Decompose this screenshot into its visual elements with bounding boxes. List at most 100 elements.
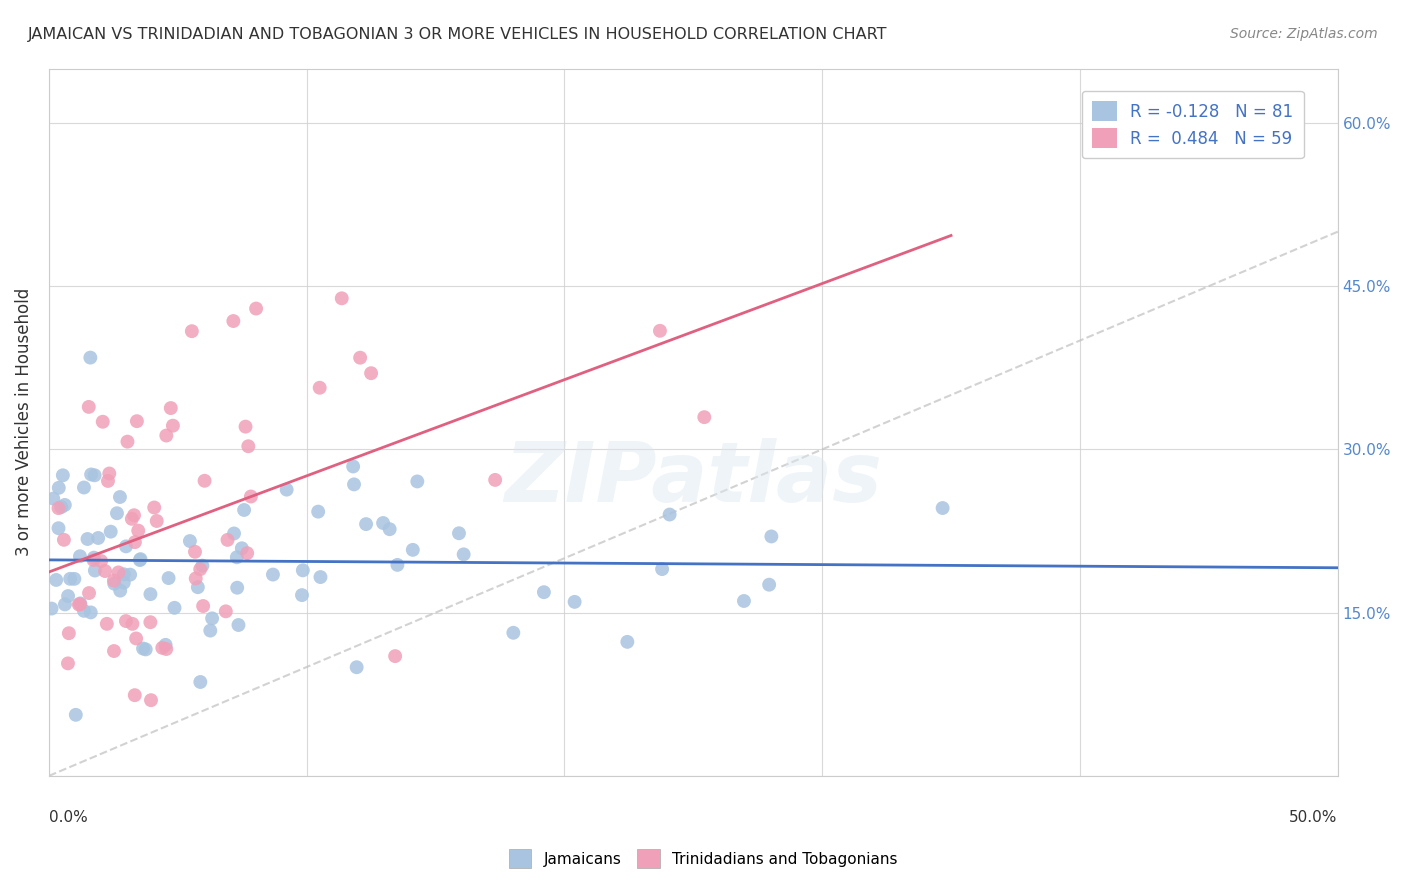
Point xyxy=(80,467,103,482)
Point xyxy=(135,642,157,657)
Point xyxy=(330,291,353,305)
Point xyxy=(693,410,716,425)
Point xyxy=(65,707,87,722)
Point xyxy=(96,616,118,631)
Point xyxy=(69,596,91,610)
Point xyxy=(98,467,121,481)
Point xyxy=(194,474,217,488)
Point xyxy=(129,552,152,566)
Point xyxy=(56,589,79,603)
Point xyxy=(222,526,245,541)
Point xyxy=(226,581,249,595)
Point xyxy=(235,419,257,434)
Point xyxy=(83,468,105,483)
Point xyxy=(262,567,284,582)
Point xyxy=(378,522,401,536)
Point xyxy=(94,564,117,578)
Point xyxy=(215,604,238,618)
Point xyxy=(77,586,100,600)
Point xyxy=(73,481,96,495)
Point xyxy=(180,324,202,338)
Point xyxy=(162,418,184,433)
Point xyxy=(115,614,138,628)
Point xyxy=(184,571,207,585)
Point xyxy=(143,500,166,515)
Text: 50.0%: 50.0% xyxy=(1289,810,1337,825)
Legend: Jamaicans, Trinidadians and Tobagonians: Jamaicans, Trinidadians and Tobagonians xyxy=(501,841,905,875)
Point xyxy=(87,531,110,545)
Point xyxy=(52,468,75,483)
Point xyxy=(97,474,120,488)
Point xyxy=(48,481,70,495)
Point xyxy=(191,599,214,613)
Point xyxy=(931,501,953,516)
Point xyxy=(758,577,780,591)
Point xyxy=(90,554,112,568)
Point xyxy=(41,601,63,615)
Point xyxy=(139,615,162,630)
Point xyxy=(124,535,146,549)
Point xyxy=(179,534,201,549)
Point xyxy=(67,598,90,612)
Point xyxy=(245,301,267,316)
Point xyxy=(201,611,224,625)
Point xyxy=(155,642,177,657)
Point xyxy=(80,606,103,620)
Point xyxy=(236,546,259,560)
Point xyxy=(225,550,247,565)
Point xyxy=(53,598,76,612)
Point xyxy=(58,626,80,640)
Point xyxy=(163,600,186,615)
Point xyxy=(184,545,207,559)
Text: Source: ZipAtlas.com: Source: ZipAtlas.com xyxy=(1230,27,1378,41)
Point xyxy=(616,635,638,649)
Point xyxy=(233,503,256,517)
Point xyxy=(484,473,506,487)
Point xyxy=(191,558,214,573)
Point xyxy=(188,675,211,690)
Point xyxy=(139,693,162,707)
Point xyxy=(107,566,129,580)
Point xyxy=(231,541,253,556)
Point xyxy=(276,483,298,497)
Point xyxy=(83,564,105,578)
Point xyxy=(447,526,470,541)
Point xyxy=(291,588,314,602)
Point xyxy=(125,414,148,428)
Point xyxy=(155,428,177,442)
Point xyxy=(733,594,755,608)
Text: ZIPatlas: ZIPatlas xyxy=(505,438,882,519)
Point xyxy=(103,576,125,591)
Point xyxy=(52,533,75,547)
Point xyxy=(63,572,86,586)
Point xyxy=(239,490,262,504)
Point xyxy=(83,553,105,567)
Point xyxy=(343,477,366,491)
Point xyxy=(132,641,155,656)
Point xyxy=(91,415,114,429)
Point xyxy=(129,553,152,567)
Point xyxy=(384,649,406,664)
Point xyxy=(453,547,475,561)
Point xyxy=(402,542,425,557)
Point xyxy=(103,644,125,658)
Point xyxy=(127,524,149,538)
Point xyxy=(157,571,180,585)
Point xyxy=(112,567,135,582)
Point xyxy=(53,498,76,512)
Point xyxy=(108,490,131,504)
Point xyxy=(387,558,409,572)
Point xyxy=(564,595,586,609)
Point xyxy=(406,475,429,489)
Legend: R = -0.128   N = 81, R =  0.484   N = 59: R = -0.128 N = 81, R = 0.484 N = 59 xyxy=(1083,91,1303,159)
Point xyxy=(228,618,250,632)
Point xyxy=(354,517,377,532)
Point xyxy=(308,381,330,395)
Point xyxy=(42,491,65,506)
Point xyxy=(309,570,332,584)
Point xyxy=(222,314,245,328)
Point xyxy=(658,508,681,522)
Point xyxy=(122,508,145,523)
Point xyxy=(187,580,209,594)
Point xyxy=(120,567,142,582)
